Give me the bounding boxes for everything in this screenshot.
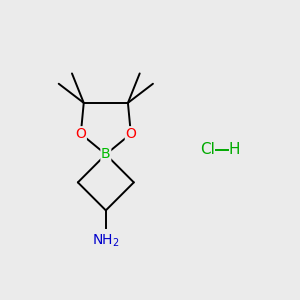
Text: O: O	[125, 127, 136, 141]
Text: O: O	[75, 127, 86, 141]
Text: NH$_2$: NH$_2$	[92, 232, 120, 249]
Text: H: H	[228, 142, 239, 158]
Text: B: B	[101, 147, 111, 161]
Text: Cl: Cl	[200, 142, 215, 158]
